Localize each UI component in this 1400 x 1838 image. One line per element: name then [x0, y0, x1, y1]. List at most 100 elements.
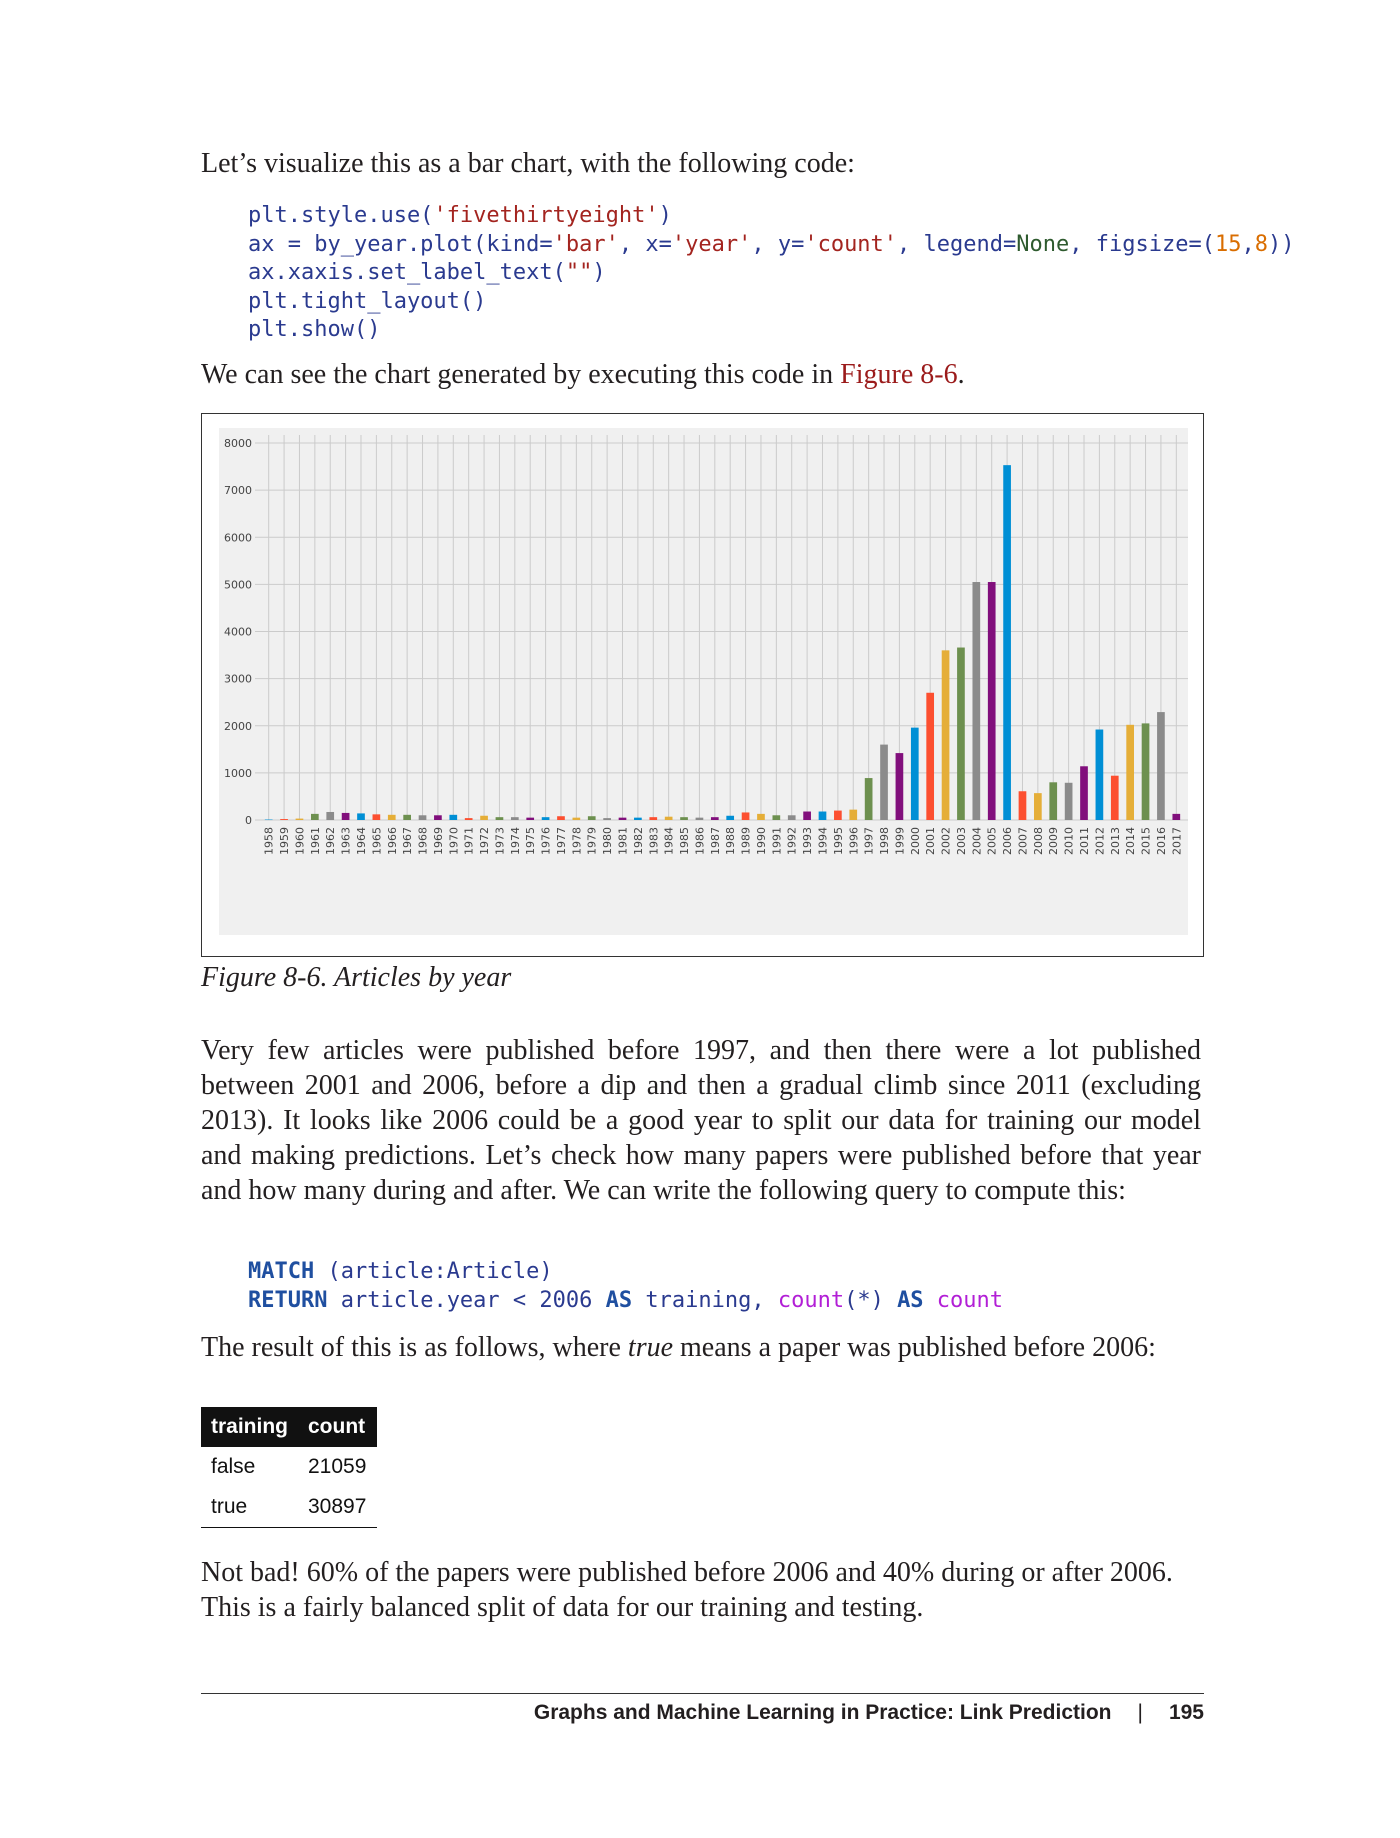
x-tick-label: 1985: [678, 827, 691, 855]
x-tick-label: 1973: [493, 827, 506, 855]
x-tick-label: 1966: [386, 827, 399, 855]
x-tick-label: 2004: [970, 827, 983, 855]
figure-link[interactable]: Figure 8-6: [840, 359, 958, 390]
x-tick-label: 1971: [463, 827, 476, 855]
bar-1980: [603, 818, 611, 820]
x-tick-label: 1990: [755, 827, 768, 855]
bar-2011: [1080, 766, 1088, 820]
x-tick-label: 1976: [540, 827, 553, 855]
x-tick-label: 2016: [1155, 827, 1168, 855]
x-tick-label: 1996: [847, 827, 860, 855]
bar-1971: [464, 818, 473, 820]
figure-caption: Figure 8-6. Articles by year: [201, 962, 512, 993]
x-tick-label: 1970: [447, 827, 460, 855]
bar-1963: [341, 812, 350, 820]
x-tick-label: 1999: [893, 827, 906, 855]
cell-count: 30897: [298, 1487, 378, 1528]
y-tick-label: 5000: [224, 578, 252, 591]
y-tick-label: 6000: [224, 531, 252, 544]
bar-1995: [834, 810, 842, 820]
x-tick-label: 2007: [1016, 827, 1029, 855]
bar-1967: [403, 814, 411, 820]
bar-1969: [434, 815, 442, 820]
x-tick-label: 1997: [863, 827, 876, 855]
x-tick-label: 2005: [986, 827, 999, 855]
result-table: training count false 21059 true 30897: [201, 1407, 378, 1528]
bar-1979: [587, 816, 596, 820]
x-tick-label: 1964: [355, 827, 368, 855]
x-tick-label: 1968: [417, 827, 430, 855]
x-tick-label: 1983: [647, 827, 660, 855]
bar-2005: [987, 582, 996, 820]
chapter-title: Graphs and Machine Learning in Practice:…: [533, 1701, 1112, 1724]
code-line-3: ax.xaxis.set_label_text(""): [248, 260, 606, 285]
x-tick-label: 1998: [878, 827, 891, 855]
x-tick-label: 1960: [293, 827, 306, 855]
bar-2009: [1049, 782, 1058, 820]
bar-1964: [357, 813, 365, 820]
table-header-row: training count: [201, 1407, 378, 1447]
footer-separator: |: [1137, 1701, 1143, 1724]
bar-1981: [618, 817, 627, 820]
bar-2006: [1003, 465, 1011, 820]
code-line-1: plt.style.use('fivethirtyeight'): [248, 203, 672, 228]
x-tick-label: 2009: [1047, 827, 1060, 855]
bar-1978: [572, 817, 581, 820]
x-tick-label: 1975: [524, 827, 537, 855]
bar-1990: [757, 813, 765, 820]
bar-1960: [295, 818, 304, 820]
bar-1996: [849, 809, 858, 820]
bar-1987: [710, 817, 719, 820]
figure-frame: 0 1000 2000 3000 4000 5000 6000 7000 8000 1958 19…: [201, 413, 1204, 957]
bar-2010: [1064, 782, 1073, 820]
column-header-training: training: [201, 1407, 298, 1447]
x-tick-label: 1993: [801, 827, 814, 855]
query-line-2: RETURN article.year < 2006 AS training, …: [248, 1287, 1004, 1313]
x-tick-label: 1965: [370, 827, 383, 855]
query-code-block: MATCH (article:Article) RETURN article.y…: [248, 1258, 1003, 1315]
code-line-2: ax = by_year.plot(kind='bar', x='year', …: [248, 231, 1295, 257]
bar-1984: [664, 816, 673, 820]
bar-1989: [741, 812, 750, 820]
bar-2015: [1141, 723, 1150, 820]
cell-training: true: [201, 1487, 298, 1528]
x-tick-label: 2013: [1109, 827, 1122, 855]
x-tick-label: 1967: [401, 827, 414, 855]
page-footer: Graphs and Machine Learning in Practice:…: [534, 1701, 1204, 1725]
bar-1988: [726, 815, 735, 820]
x-tick-label: 1974: [509, 827, 522, 855]
bar-2001: [926, 692, 935, 820]
conclusion-paragraph: Not bad! 60% of the papers were publishe…: [201, 1557, 1173, 1623]
bar-1983: [649, 817, 658, 820]
x-tick-label: 2010: [1063, 827, 1076, 855]
plot-background: [219, 428, 1188, 935]
bar-2000: [910, 727, 919, 820]
bar-1965: [372, 814, 381, 820]
intro-paragraph: Let’s visualize this as a bar chart, wit…: [201, 148, 855, 179]
bar-1966: [387, 814, 396, 820]
column-header-count: count: [298, 1407, 378, 1447]
bar-2008: [1034, 793, 1042, 820]
bar-1977: [557, 816, 565, 820]
x-tick-label: 2015: [1140, 827, 1153, 855]
x-tick-label: 1972: [478, 827, 491, 855]
query-line-1: MATCH (article:Article): [248, 1259, 553, 1284]
bar-2012: [1095, 729, 1104, 820]
y-tick-label: 1000: [224, 767, 252, 780]
x-tick-label: 1992: [786, 827, 799, 855]
bar-1968: [418, 815, 427, 820]
bar-2017: [1172, 813, 1181, 820]
y-tick-label: 2000: [224, 720, 252, 733]
analysis-paragraph: Very few articles were published before …: [201, 1035, 1201, 1206]
x-tick-label: 2012: [1093, 827, 1106, 855]
bar-1961: [310, 813, 319, 820]
see-chart-paragraph: We can see the chart generated by execut…: [201, 359, 965, 390]
x-tick-label: 1959: [278, 827, 291, 855]
x-tick-label: 1988: [724, 827, 737, 855]
x-tick-label: 1981: [617, 827, 630, 855]
x-tick-label: 1989: [740, 827, 753, 855]
x-tick-label: 2000: [909, 827, 922, 855]
plot-code-block: plt.style.use('fivethirtyeight') ax = by…: [248, 202, 1294, 345]
bar-1997: [864, 778, 873, 820]
